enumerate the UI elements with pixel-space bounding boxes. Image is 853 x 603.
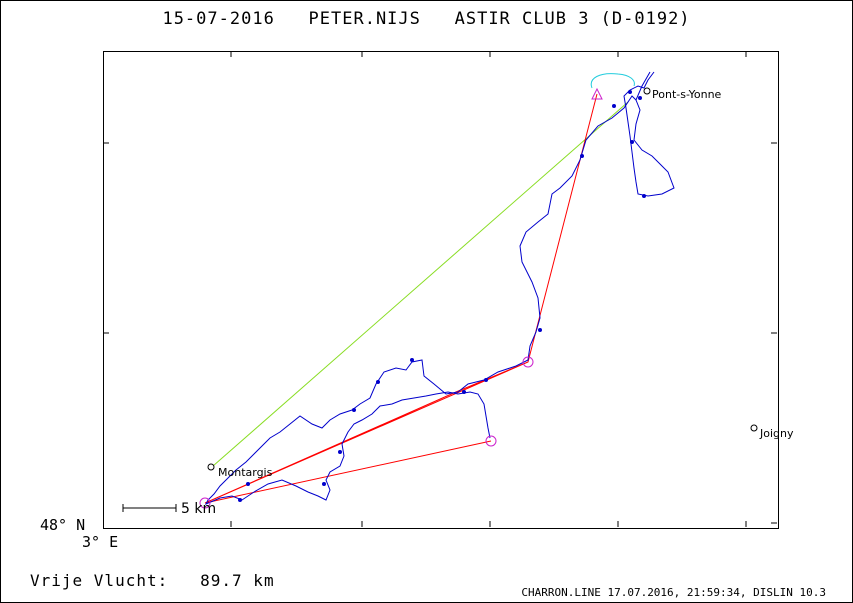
turnpoint-markers xyxy=(199,87,603,509)
flight-date: 15-07-2016 xyxy=(162,9,275,29)
town-label-montargis: Montargis xyxy=(218,466,273,479)
latitude-label: 48° N xyxy=(40,516,86,534)
start-loop xyxy=(590,73,635,89)
town-markers xyxy=(207,87,758,471)
scale-label: 5 km xyxy=(181,501,216,517)
thermal-markers xyxy=(238,90,646,502)
distance-label: Vrije Vlucht: xyxy=(30,571,169,590)
town-label-joigny: Joigny xyxy=(759,427,794,440)
axis-ticks xyxy=(103,51,777,527)
distance-summary: Vrije Vlucht: 89.7 km xyxy=(30,571,275,590)
map-plot-area xyxy=(103,51,779,529)
town-marker-pont-s-yonne xyxy=(643,87,651,95)
flight-title: 15-07-2016 PETER.NIJS ASTIR CLUB 3 (D-01… xyxy=(0,9,853,29)
distance-value: 89.7 km xyxy=(200,571,275,590)
scale-bar xyxy=(122,504,177,512)
town-marker-joigny xyxy=(750,424,758,432)
flight-track-north xyxy=(623,71,675,197)
pilot-name: PETER.NIJS xyxy=(308,9,421,29)
longitude-label: 3° E xyxy=(82,533,119,551)
town-label-pont-s-yonne: Pont-s-Yonne xyxy=(652,88,722,101)
footer-info: CHARRON.LINE 17.07.2016, 21:59:34, DISLI… xyxy=(521,586,826,599)
town-marker-montargis xyxy=(207,463,215,471)
glider-name: ASTIR CLUB 3 (D-0192) xyxy=(454,9,691,29)
straight-line xyxy=(212,101,629,467)
flight-track xyxy=(204,71,651,505)
